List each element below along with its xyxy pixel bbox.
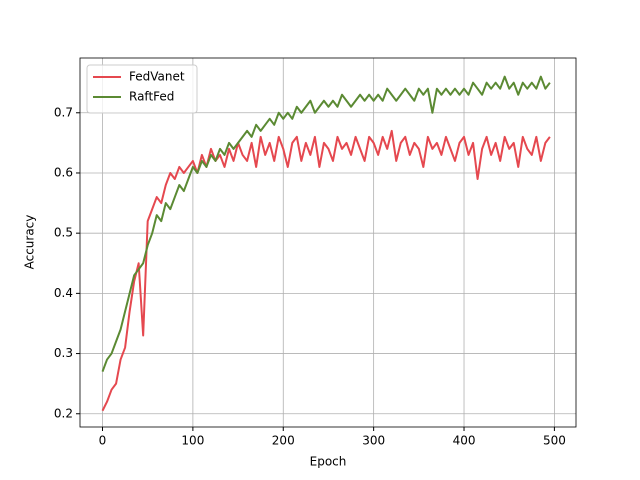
x-tick-label: 200	[272, 434, 295, 448]
y-axis-label: Accuracy	[23, 215, 37, 270]
x-tick-label: 500	[543, 434, 566, 448]
y-tick-label: 0.2	[54, 406, 73, 420]
y-tick-label: 0.4	[54, 286, 73, 300]
series-line	[101, 129, 551, 412]
legend-label: RaftFed	[129, 90, 174, 104]
plot-frame	[79, 57, 577, 428]
y-tick-label: 0.3	[54, 346, 73, 360]
y-tick-label: 0.7	[54, 105, 73, 119]
series-line	[101, 75, 551, 372]
x-tick-label: 300	[362, 434, 385, 448]
x-axis-label: Epoch	[310, 455, 347, 469]
x-tick-label: 400	[453, 434, 476, 448]
x-tick-label: 100	[181, 434, 204, 448]
x-tick-label: 0	[99, 434, 107, 448]
y-tick-label: 0.6	[54, 165, 73, 179]
legend-label: FedVanet	[129, 70, 185, 84]
legend: FedVanet RaftFed	[86, 64, 198, 114]
y-tick-label: 0.5	[54, 226, 73, 240]
